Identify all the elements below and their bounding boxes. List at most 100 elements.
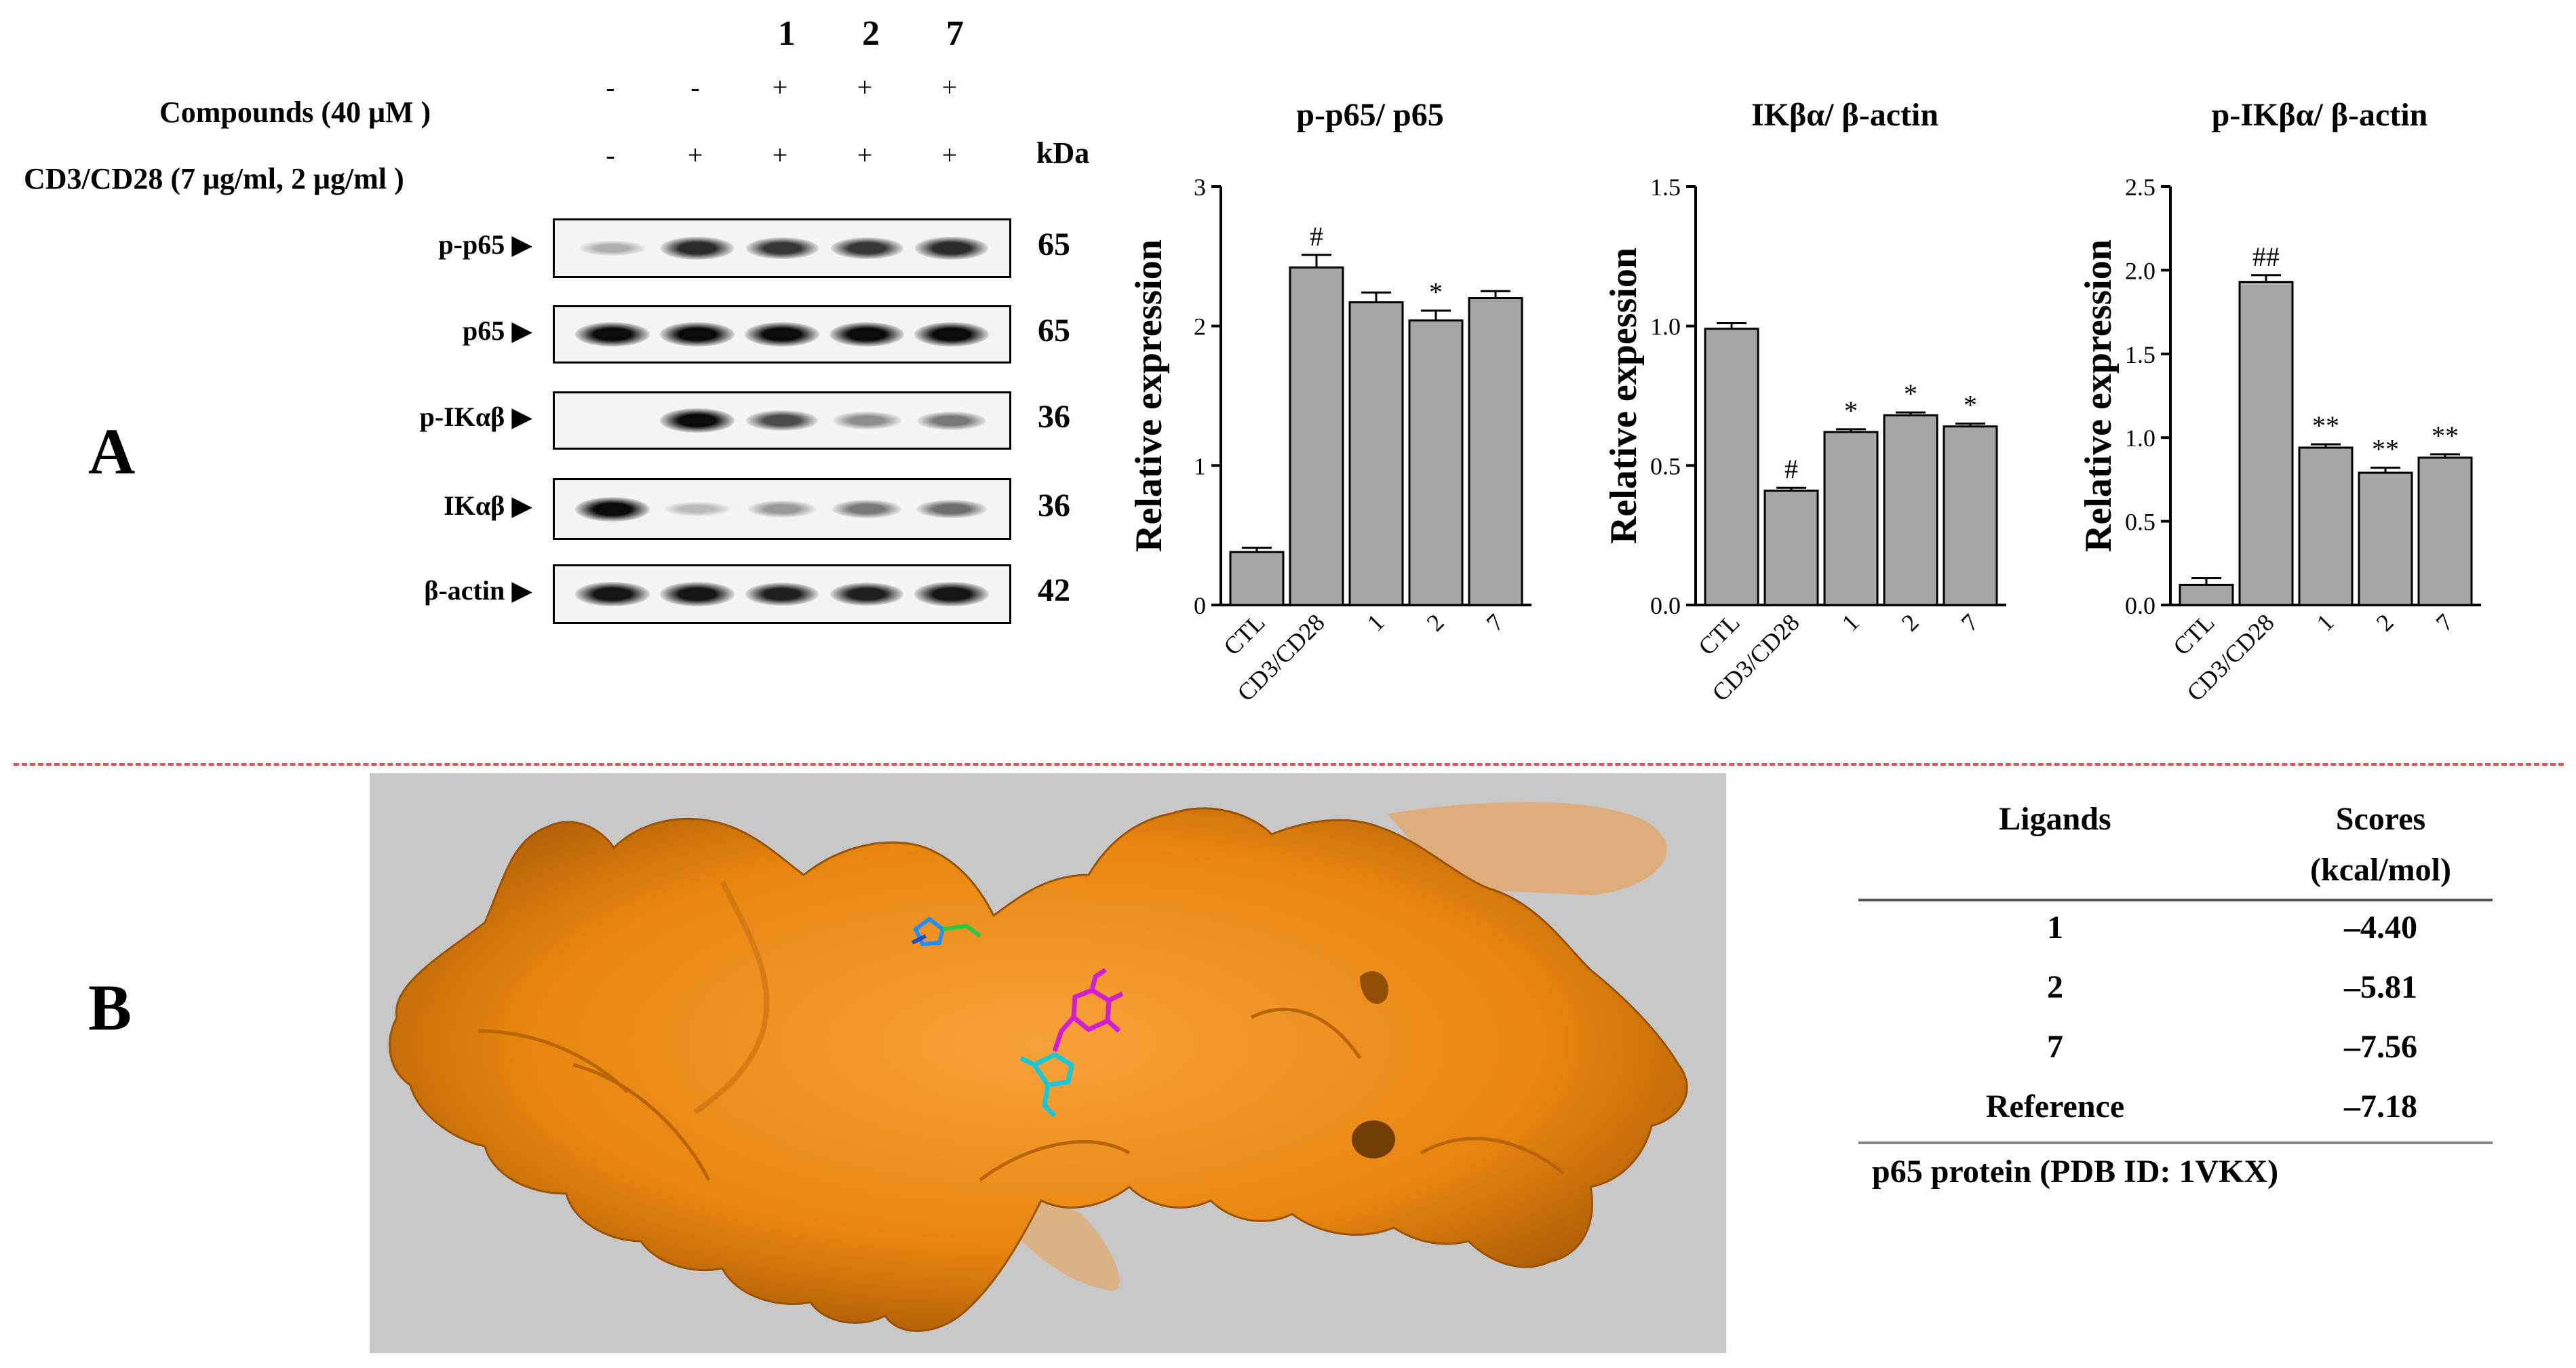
table-bottom-rule (1858, 1141, 2493, 1144)
y-tick-label: 0.5 (1650, 452, 1681, 480)
blot-band (746, 410, 818, 431)
y-tick-label: 1.5 (1650, 174, 1681, 201)
blot-band (916, 499, 987, 519)
bar (1823, 431, 1879, 606)
blot-band (745, 237, 819, 260)
protein-docking-image (370, 773, 1726, 1353)
compounds-sign: - (690, 72, 700, 102)
bar (2358, 471, 2413, 606)
y-tick-label: 1.0 (1650, 313, 1681, 340)
y-tick-label: 2 (1194, 313, 1206, 340)
lane-number: 2 (862, 14, 880, 53)
blot-band (745, 582, 819, 606)
blot-band (664, 501, 730, 517)
y-tick-label: 2.5 (2125, 174, 2155, 201)
bar (1883, 414, 1938, 606)
bar (1229, 551, 1285, 606)
chart-p-ikba: p-IKβα/ β-actin Relative expression 0.0 0.5… (2077, 97, 2481, 707)
ligand-blue (911, 916, 981, 947)
protein-cavity (1352, 1120, 1395, 1158)
compounds-sign: + (857, 72, 873, 102)
significance-marker: ** (2432, 421, 2459, 451)
blot-band (832, 412, 901, 429)
protein-ridge (693, 880, 770, 1115)
table-cell-ligand: 2 (2047, 969, 2063, 1005)
y-tick-label: 2.0 (2125, 257, 2155, 284)
table-cell-ligand: Reference (1985, 1089, 2125, 1125)
blot-row-label: p-IKαβ ▶ (419, 402, 532, 432)
table-caption: p65 protein (PDB ID: 1VKX) (1872, 1154, 2279, 1190)
blot-band (914, 322, 989, 347)
blot-band (830, 582, 904, 606)
cd-sign: + (941, 140, 958, 170)
blot-band (745, 322, 819, 347)
y-tick-label: 0.0 (1650, 592, 1681, 619)
kda-value: 36 (1038, 487, 1070, 524)
cd-sign: - (606, 140, 615, 170)
bar (2179, 583, 2234, 606)
y-axis-label: Relative expression (1128, 239, 1170, 552)
significance-marker: ** (2312, 410, 2339, 441)
table-top-rule (1858, 899, 2493, 901)
blot-strip (553, 218, 1011, 278)
cd-label: CD3/CD28 (7 μg/ml, 2 μg/ml ) (24, 162, 404, 195)
x-tick-label: 7 (1481, 608, 1509, 636)
kda-value: 36 (1038, 399, 1070, 435)
blot-strip (553, 478, 1011, 540)
kda-value: 42 (1038, 572, 1070, 608)
ligand-cyan (1019, 1052, 1074, 1118)
table-cell-ligand: 1 (2047, 910, 2063, 945)
blot-band (832, 500, 902, 518)
significance-marker: * (1429, 277, 1443, 307)
blot-band (575, 582, 650, 606)
blot-band (915, 237, 988, 260)
bar (1348, 301, 1404, 606)
x-tick-label: 1 (2311, 608, 2339, 636)
cd-sign: + (687, 140, 703, 170)
y-axis-label: Relative expession (1603, 248, 1645, 544)
protein-cavity (1360, 971, 1388, 1004)
protein-groove (979, 1139, 1131, 1181)
blot-row-label: p-p65 ▶ (438, 229, 532, 260)
significance-marker: # (1784, 454, 1798, 484)
chart-title: p-p65/ p65 (1296, 97, 1443, 133)
x-tick-label: CTL (1218, 608, 1270, 660)
x-tick-label: 1 (1362, 608, 1390, 636)
table-cell-ligand: 7 (2047, 1029, 2063, 1065)
chart-title: p-IKβα/ β-actin (2212, 97, 2428, 133)
y-tick-label: 0.5 (2125, 509, 2155, 536)
table-cell-score: –7.56 (2344, 1029, 2417, 1065)
blot-band (661, 237, 734, 260)
blot-band (830, 322, 904, 347)
compounds-sign: + (772, 72, 788, 102)
lane-number: 1 (778, 14, 796, 53)
compounds-sign: - (606, 72, 615, 102)
x-tick-label: 2 (2371, 608, 2399, 636)
blot-strip (553, 391, 1011, 450)
blot-strip (553, 305, 1011, 364)
y-tick-label: 1.5 (2125, 341, 2155, 368)
blot-strip (553, 564, 1011, 624)
table-header-scores: Scores (2335, 801, 2426, 837)
cd-sign: + (772, 140, 788, 170)
y-axis-label: Relative expression (2077, 239, 2120, 552)
blot-band (916, 411, 987, 430)
table-cell-score: –4.40 (2344, 910, 2417, 945)
significance-marker: * (1964, 390, 1977, 421)
blot-band (660, 582, 735, 606)
blot-band (660, 322, 735, 347)
kda-value: 65 (1038, 313, 1070, 349)
significance-marker: ## (2252, 241, 2280, 272)
cd-sign: + (857, 140, 873, 170)
y-tick-label: 3 (1194, 174, 1206, 201)
x-tick-label: 7 (1956, 608, 1984, 636)
ligand-magenta (1052, 968, 1124, 1053)
blot-band (579, 240, 646, 256)
protein-groove (1250, 1007, 1362, 1059)
significance-marker: # (1310, 221, 1323, 252)
section-divider (14, 763, 2564, 766)
y-tick-label: 1 (1194, 452, 1206, 480)
blot-band (575, 322, 650, 347)
significance-marker: * (1904, 378, 1917, 409)
x-tick-label: 2 (1896, 608, 1924, 636)
